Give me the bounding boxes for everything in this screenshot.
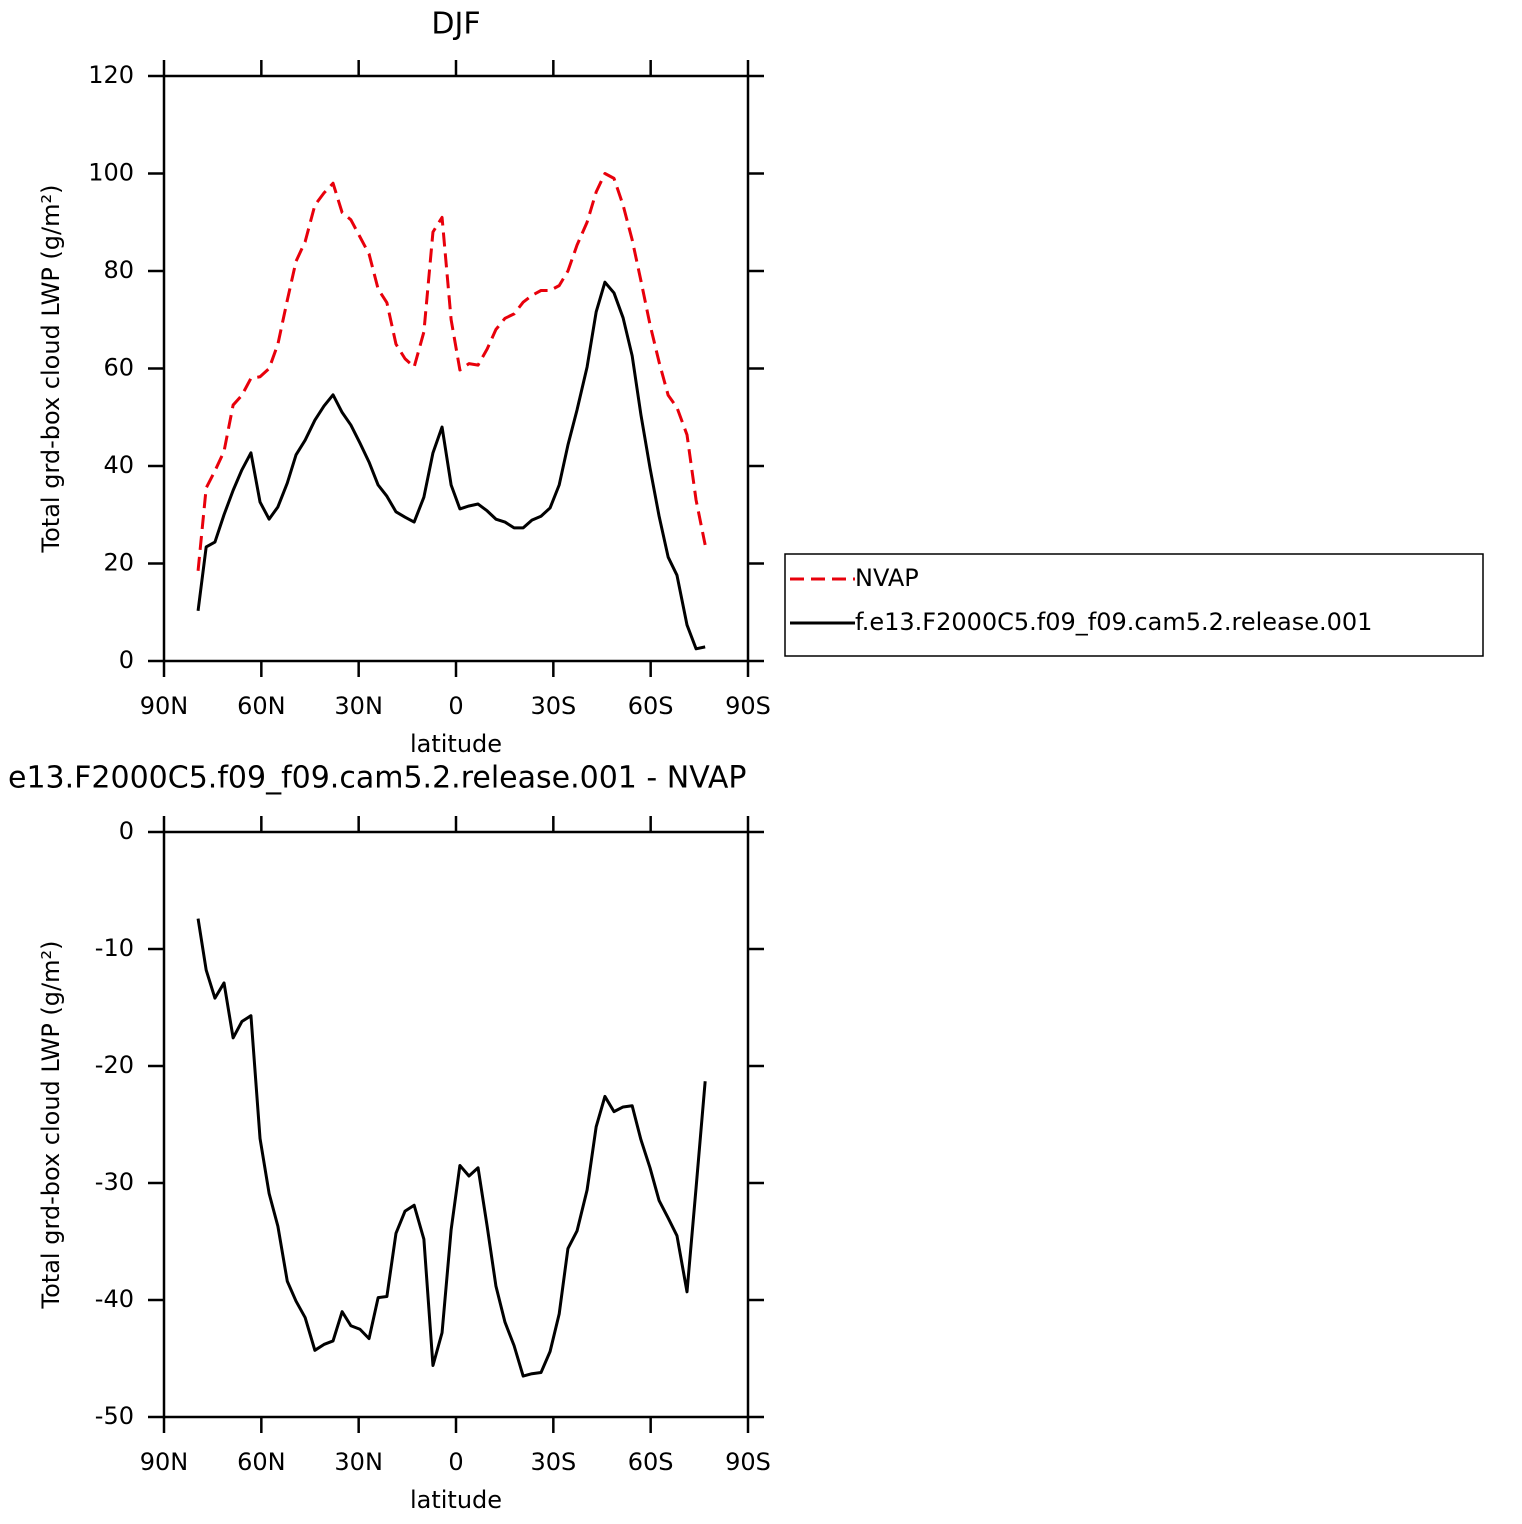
x-tick-label: 60S — [628, 692, 674, 720]
y-tick-label: 20 — [103, 549, 134, 577]
y-tick-label: 40 — [103, 451, 134, 479]
y-axis-label: Total grd-box cloud LWP (g/m²) — [37, 185, 65, 554]
chart-title: DJF — [431, 7, 480, 42]
plot-frame — [162, 74, 750, 663]
y-tick-label: -30 — [95, 1168, 134, 1196]
data-line — [196, 918, 707, 1378]
y-tick-label: -40 — [95, 1285, 134, 1313]
x-tick-label: 30N — [334, 692, 383, 720]
y-tick-label: 60 — [103, 354, 134, 382]
y-tick-label: 0 — [119, 817, 134, 845]
x-tick-label: 60N — [237, 692, 286, 720]
chart-title: e13.F2000C5.f09_f09.cam5.2.release.001 -… — [8, 761, 746, 796]
y-tick-label: 80 — [103, 256, 134, 284]
legend-box — [784, 553, 1484, 657]
y-tick-label: 0 — [119, 646, 134, 674]
x-tick-label: 90S — [725, 1448, 771, 1476]
x-tick-label: 90N — [140, 692, 189, 720]
y-tick-label: 100 — [88, 159, 134, 187]
legend-label: NVAP — [855, 564, 919, 592]
legend-label: f.e13.F2000C5.f09_f09.cam5.2.release.001 — [855, 608, 1372, 636]
x-tick-label: 30S — [530, 692, 576, 720]
x-axis-label: latitude — [410, 1486, 502, 1514]
x-tick-label: 30S — [530, 1448, 576, 1476]
series-line — [196, 280, 706, 651]
x-tick-label: 30N — [334, 1448, 383, 1476]
series-line — [196, 172, 707, 571]
x-axis-label: latitude — [410, 730, 502, 758]
x-tick-label: 90N — [140, 1448, 189, 1476]
y-tick-label: -20 — [95, 1051, 134, 1079]
y-tick-label: 120 — [88, 61, 134, 89]
x-tick-label: 90S — [725, 692, 771, 720]
plot-frame — [162, 830, 750, 1419]
y-tick-label: -10 — [95, 934, 134, 962]
x-tick-label: 0 — [448, 692, 463, 720]
y-tick-label: -50 — [95, 1402, 134, 1430]
x-tick-label: 60S — [628, 1448, 674, 1476]
x-tick-label: 60N — [237, 1448, 286, 1476]
y-axis-label: Total grd-box cloud LWP (g/m²) — [37, 941, 65, 1310]
x-tick-label: 0 — [448, 1448, 463, 1476]
